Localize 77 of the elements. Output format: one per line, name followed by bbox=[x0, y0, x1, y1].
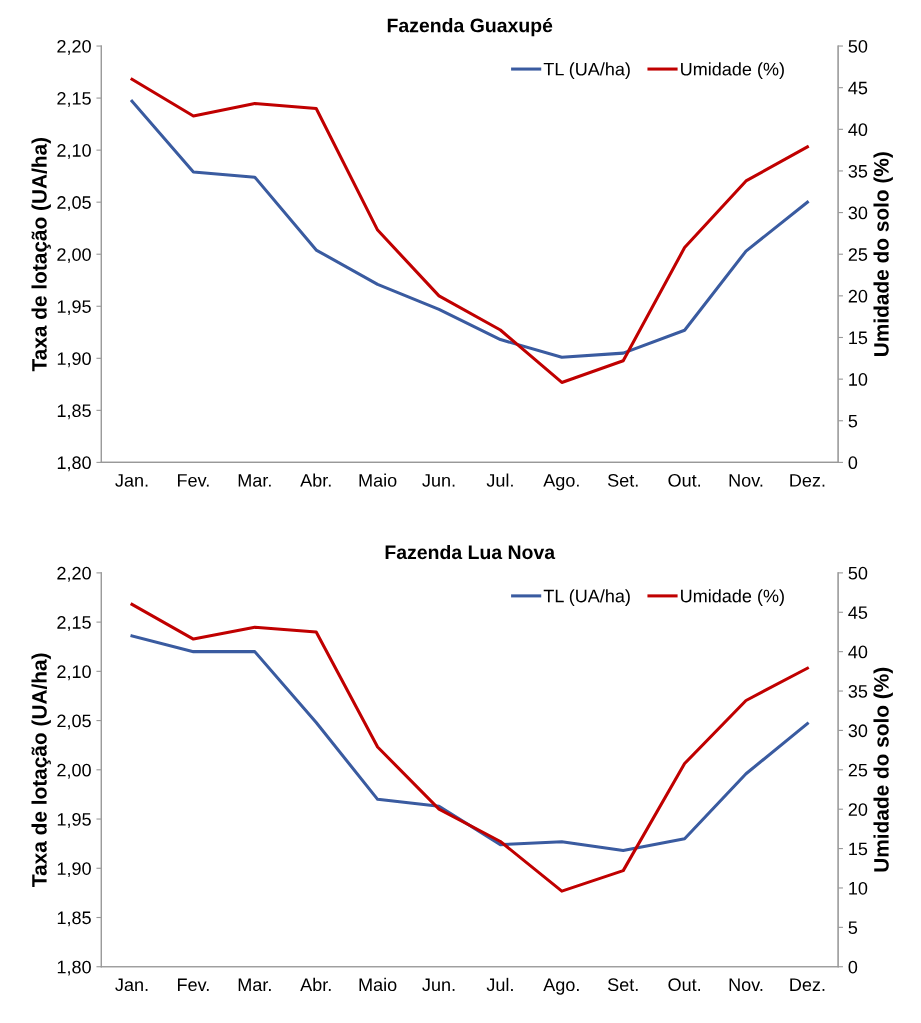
x-tick-label: Abr. bbox=[300, 977, 331, 992]
y-tick-label: 2,10 bbox=[57, 665, 91, 681]
x-tick-label: Nov. bbox=[729, 978, 763, 992]
y-tick-label: 1,80 bbox=[57, 960, 91, 976]
y2-axis-title: Umidade do solo (%) bbox=[873, 667, 893, 872]
x-tick-label: Maio bbox=[359, 473, 397, 487]
line-series bbox=[130, 634, 809, 853]
x-tick-label: Out. bbox=[668, 473, 701, 487]
y2-tick-label: 25 bbox=[848, 763, 868, 777]
y2-tick-label: 15 bbox=[849, 331, 868, 345]
y2-tick-label: 50 bbox=[848, 566, 868, 580]
y-tick-label: 2,15 bbox=[57, 616, 91, 631]
y2-tick-label: 40 bbox=[848, 123, 868, 137]
y2-axis-title: Umidade do solo (%) bbox=[873, 152, 893, 356]
y-tick-label: 2,00 bbox=[57, 763, 91, 779]
x-tick-label: Jul. bbox=[486, 977, 513, 992]
x-tick-label: Dez. bbox=[790, 978, 825, 992]
y-axis-title: Taxa de lotação (UA/ha) bbox=[31, 137, 51, 372]
x-tick-label: Ago. bbox=[543, 474, 579, 491]
y2-tick-label: 15 bbox=[849, 842, 868, 856]
y2-tick-label: 0 bbox=[848, 456, 858, 470]
x-tick-label: Mar. bbox=[238, 978, 271, 992]
x-tick-label: Jun. bbox=[422, 978, 455, 992]
y-tick-label: 1,85 bbox=[57, 404, 91, 420]
chart-title: Fazenda Lua Nova bbox=[385, 544, 556, 560]
x-tick-label: Fev. bbox=[178, 474, 209, 487]
legend-label: TL (UA/ha) bbox=[543, 62, 630, 80]
y2-tick-label: 5 bbox=[848, 414, 858, 428]
x-tick-label: Abr. bbox=[300, 473, 331, 487]
y2-tick-label: 45 bbox=[848, 606, 868, 619]
x-tick-label: Nov. bbox=[729, 474, 763, 487]
y-axis-title: Taxa de lotação (UA/ha) bbox=[31, 653, 51, 887]
y2-tick-label: 35 bbox=[848, 684, 868, 698]
y-tick-label: 2,20 bbox=[57, 566, 91, 582]
y2-tick-label: 20 bbox=[848, 289, 868, 303]
x-tick-label: Dez. bbox=[790, 474, 825, 487]
y-tick-label: 1,90 bbox=[57, 862, 91, 878]
y-tick-label: 1,90 bbox=[57, 352, 91, 368]
x-tick-label: Set. bbox=[607, 473, 638, 487]
y2-tick-label: 45 bbox=[848, 81, 868, 95]
legend-label: TL (UA/ha) bbox=[543, 589, 630, 606]
y2-tick-label: 20 bbox=[848, 803, 868, 816]
y2-tick-label: 40 bbox=[848, 645, 868, 659]
x-tick-label: Mar. bbox=[238, 474, 271, 487]
y2-tick-label: 10 bbox=[849, 881, 868, 895]
y2-tick-label: 35 bbox=[848, 164, 868, 178]
y2-tick-label: 10 bbox=[849, 373, 868, 386]
x-tick-label: Jul. bbox=[486, 473, 513, 487]
y-tick-label: 1,95 bbox=[57, 812, 91, 828]
x-tick-label: Jun. bbox=[422, 474, 455, 487]
legend-label: Umidade (%) bbox=[681, 589, 784, 606]
y-tick-label: 1,80 bbox=[57, 456, 91, 472]
y2-tick-label: 5 bbox=[848, 921, 858, 935]
y-tick-label: 2,05 bbox=[57, 714, 91, 730]
x-tick-label: Jan. bbox=[115, 978, 148, 992]
y-tick-label: 2,15 bbox=[57, 92, 91, 107]
x-tick-label: Ago. bbox=[543, 978, 579, 995]
y2-tick-label: 25 bbox=[848, 248, 868, 261]
y-tick-label: 2,00 bbox=[57, 248, 91, 264]
line-series bbox=[130, 77, 809, 384]
y-tick-label: 2,10 bbox=[57, 144, 91, 159]
y2-tick-label: 30 bbox=[848, 724, 868, 738]
y-tick-label: 2,05 bbox=[57, 196, 91, 212]
y-tick-label: 1,95 bbox=[57, 300, 91, 316]
chart-title: Fazenda Guaxupé bbox=[387, 17, 553, 37]
y-tick-label: 2,20 bbox=[57, 39, 91, 55]
y2-tick-label: 0 bbox=[848, 960, 858, 974]
x-tick-label: Set. bbox=[607, 978, 638, 992]
x-tick-label: Maio bbox=[359, 977, 397, 992]
y-tick-label: 1,85 bbox=[57, 911, 91, 927]
y2-tick-label: 50 bbox=[848, 39, 868, 53]
line-series bbox=[130, 99, 809, 359]
y2-tick-label: 30 bbox=[848, 206, 868, 220]
x-tick-label: Fev. bbox=[178, 978, 209, 992]
x-tick-label: Out. bbox=[668, 978, 701, 992]
legend-label: Umidade (%) bbox=[681, 62, 784, 80]
x-tick-label: Jan. bbox=[115, 474, 148, 487]
